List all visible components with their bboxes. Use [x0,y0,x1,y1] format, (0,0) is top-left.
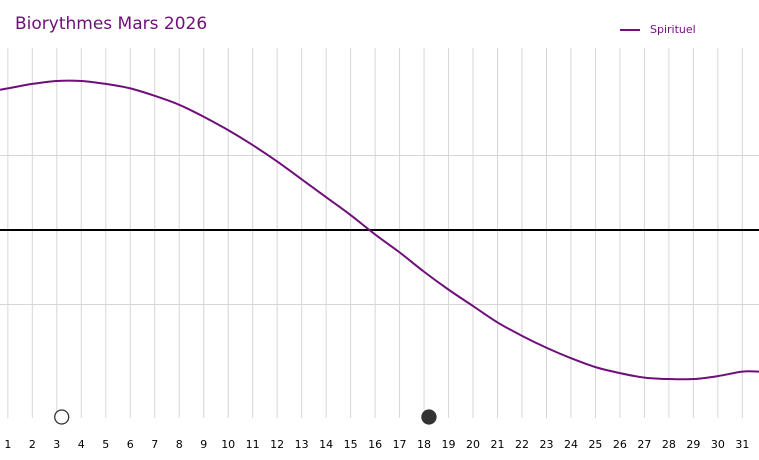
x-tick-label: 30 [711,438,725,451]
x-tick-label: 20 [466,438,480,451]
x-tick-label: 13 [295,438,309,451]
x-tick-labels: 1 2 3 4 5 6 7 8 9 10 11 12 13 14 15 16 17 18 19 20 21 22 23 24 2… [4,438,749,451]
series-line-spirituel [0,79,759,381]
x-tick-label: 8 [176,438,183,451]
x-tick-label: 21 [491,438,505,451]
x-tick-label: 14 [319,438,333,451]
x-tick-label: 26 [613,438,627,451]
x-tick-label: 7 [151,438,158,451]
x-tick-label: 24 [564,438,578,451]
x-tick-label: 15 [344,438,358,451]
x-tick-label: 18 [417,438,431,451]
x-tick-label: 31 [735,438,749,451]
x-tick-label: 25 [588,438,602,451]
x-tick-label: 6 [127,438,134,451]
x-tick-label: 11 [246,438,260,451]
grid-layer [0,48,759,418]
x-tick-label: 5 [102,438,109,451]
x-tick-label: 23 [539,438,553,451]
marker-layer [54,409,437,425]
reference-day-marker [54,409,70,425]
x-tick-label: 22 [515,438,529,451]
x-tick-label: 16 [368,438,382,451]
x-tick-label: 28 [662,438,676,451]
legend: Spirituel [620,23,696,36]
x-tick-label: 29 [686,438,700,451]
x-tick-label: 4 [78,438,85,451]
x-tick-label: 10 [221,438,235,451]
x-tick-label: 1 [4,438,11,451]
x-tick-label: 27 [637,438,651,451]
x-tick-label: 19 [442,438,456,451]
x-tick-label: 17 [393,438,407,451]
current-day-marker [421,409,437,425]
x-tick-label: 12 [270,438,284,451]
x-tick-label: 3 [53,438,60,451]
x-tick-label: 9 [200,438,207,451]
chart-title: Biorythmes Mars 2026 [15,14,207,34]
x-tick-label: 2 [29,438,36,451]
legend-label-spirituel: Spirituel [650,23,696,36]
